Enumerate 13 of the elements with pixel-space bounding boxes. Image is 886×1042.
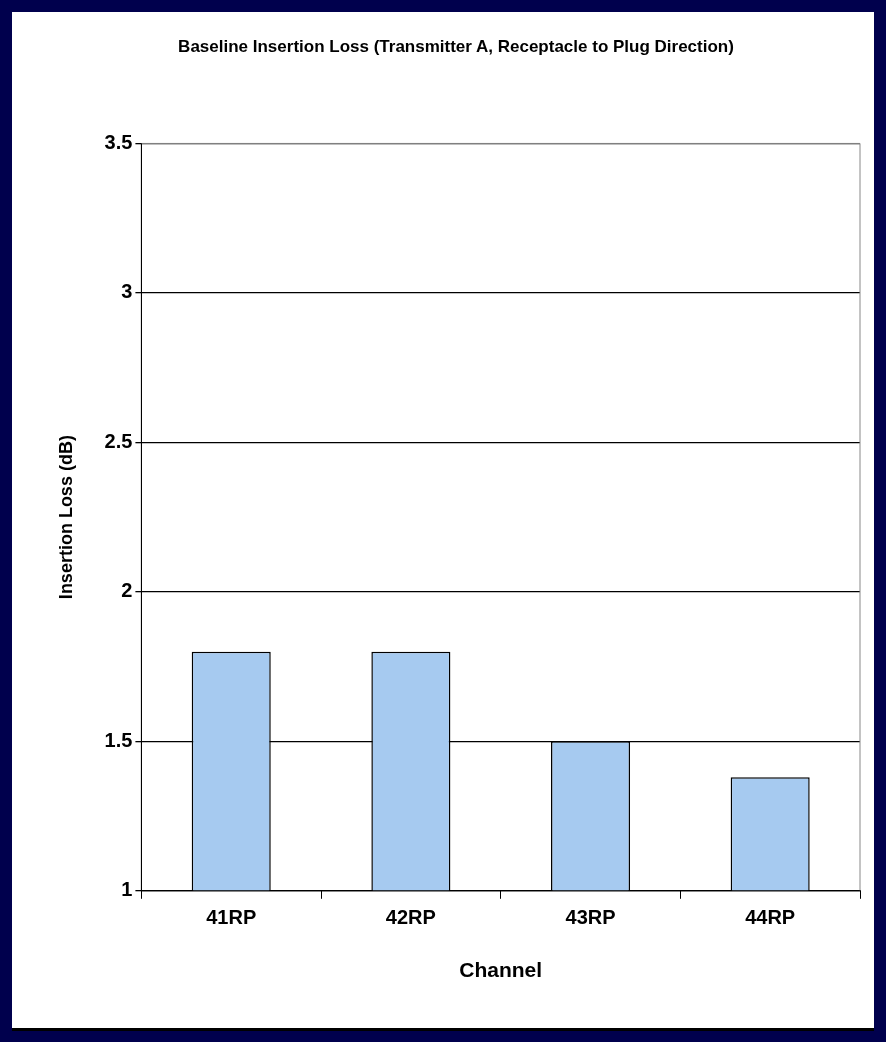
x-tick-label: 43RP	[565, 906, 616, 929]
y-tick-label: 1	[121, 878, 133, 901]
x-tick-label: 44RP	[745, 906, 796, 929]
y-tick-label: 2.5	[104, 429, 133, 452]
y-tick-label: 1.5	[104, 728, 133, 751]
chart-title: Baseline Insertion Loss (Transmitter A, Receptacle to Plug Direction)	[178, 37, 734, 57]
y-tick-label: 2	[121, 579, 133, 602]
x-tick-label: 41RP	[206, 906, 257, 929]
x-axis-title: Channel	[459, 958, 543, 982]
y-tick-label: 3	[121, 280, 133, 303]
x-tick-label: 42RP	[385, 906, 436, 929]
y-axis-title: Insertion Loss (dB)	[55, 435, 76, 600]
y-tick-label: 3.5	[104, 130, 133, 153]
